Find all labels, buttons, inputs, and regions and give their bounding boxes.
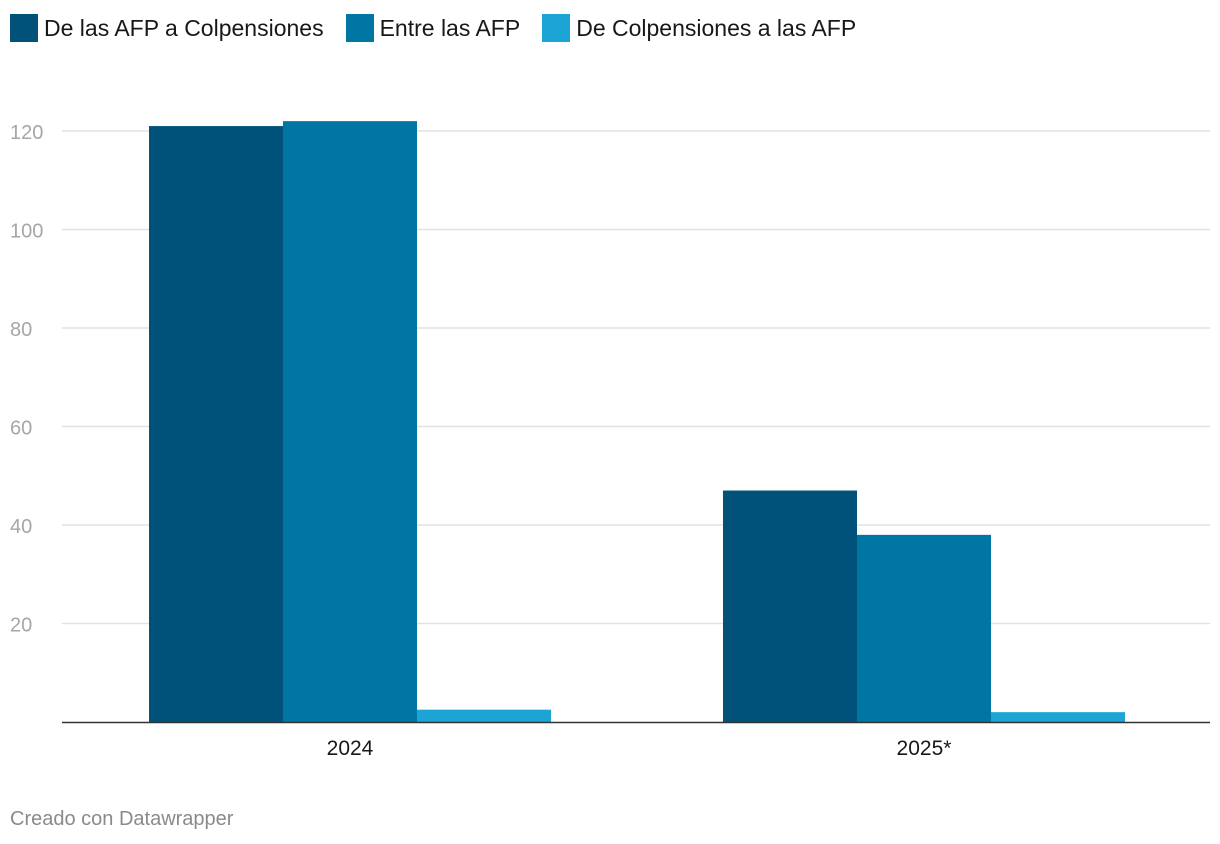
y-tick-label: 60 [10,418,32,440]
y-tick-label: 80 [10,319,32,341]
legend-item-afp-to-colpensiones: De las AFP a Colpensiones [10,14,324,42]
y-tick-label: 20 [10,615,32,637]
datawrapper-credit: Creado con Datawrapper [10,808,234,830]
legend-label-colpensiones-to-afp: De Colpensiones a las AFP [576,14,857,41]
legend-item-colpensiones-to-afp: De Colpensiones a las AFP [542,14,856,42]
x-tick-label: 2025* [897,737,952,760]
bar [857,534,991,722]
legend-item-between-afp: Entre las AFP [345,14,521,42]
y-tick-label: 40 [10,516,32,538]
bar [149,126,283,722]
bar [723,490,857,722]
legend-swatch-colpensiones-to-afp [542,14,571,42]
legend-label-afp-to-colpensiones: De las AFP a Colpensiones [44,14,324,41]
bar [417,709,551,722]
bar [991,712,1125,722]
legend-label-between-afp: Entre las AFP [379,14,521,41]
legend-swatch-between-afp [345,14,374,42]
legend-swatch-afp-to-colpensiones [10,14,38,42]
bar [283,121,417,722]
chart-legend: De las AFP a Colpensiones Entre las AFP … [10,12,878,44]
y-tick-label: 100 [10,221,43,243]
x-tick-label: 2024 [327,737,374,760]
y-tick-label: 120 [10,122,43,144]
